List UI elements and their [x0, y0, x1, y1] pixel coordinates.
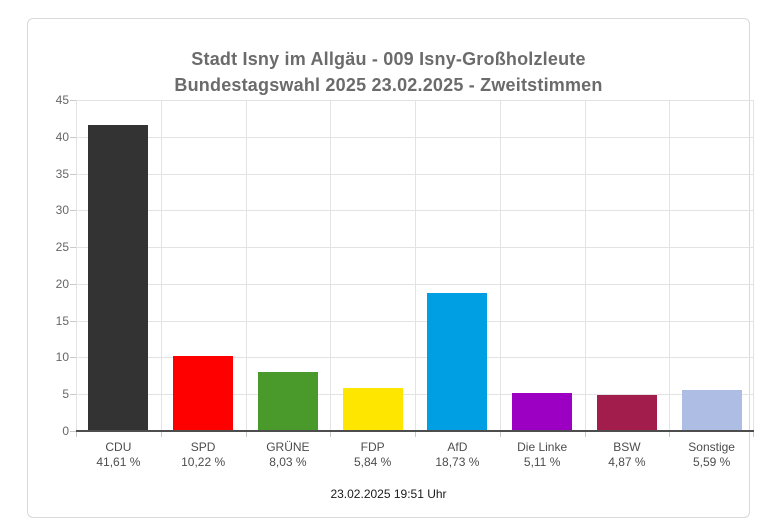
chart-title-line1: Stadt Isny im Allgäu - 009 Isny-Großholz… — [191, 49, 586, 69]
y-axis-tick-label: 25 — [55, 240, 69, 255]
category-name: CDU — [105, 440, 132, 454]
x-tick-mark — [415, 431, 416, 437]
y-axis-tick-label: 40 — [55, 129, 69, 144]
gridline-vertical — [245, 100, 247, 431]
gridline-vertical — [160, 100, 162, 431]
category-value: 5,11 % — [523, 455, 561, 469]
y-tick-mark — [70, 100, 76, 101]
chart-card: Stadt Isny im Allgäu - 009 Isny-Großholz… — [27, 18, 754, 518]
x-tick-mark — [76, 431, 77, 437]
category-label-cdu: CDU 41,61 % — [76, 440, 161, 470]
y-axis-line — [76, 100, 77, 431]
y-axis-tick-label: 30 — [55, 203, 69, 218]
category-value: 4,87 % — [608, 455, 646, 469]
gridline-vertical — [415, 100, 416, 431]
category-name: AfD — [447, 440, 468, 454]
bar-afd — [427, 293, 488, 431]
y-axis-tick-label: 0 — [62, 424, 69, 438]
category-name: Sonstige — [688, 440, 735, 454]
y-tick-mark — [70, 210, 76, 212]
category-name: BSW — [613, 440, 641, 454]
x-tick-mark — [330, 431, 332, 437]
category-value: 18,73 % — [435, 455, 480, 469]
y-axis-tick-label: 20 — [55, 276, 69, 291]
y-tick-mark — [70, 394, 76, 396]
category-name: Die Linke — [517, 440, 568, 454]
y-tick-mark — [70, 431, 76, 432]
y-axis-tick-label: 10 — [55, 350, 69, 365]
chart-title: Stadt Isny im Allgäu - 009 Isny-Großholz… — [28, 46, 749, 98]
y-axis-tick-label: 15 — [55, 313, 69, 328]
y-axis-tick-label: 5 — [62, 387, 69, 402]
bar-grune — [257, 371, 318, 431]
x-tick-mark — [245, 431, 247, 437]
bar-cdu — [88, 124, 149, 431]
category-name: FDP — [360, 440, 385, 454]
x-axis-baseline — [76, 430, 754, 432]
gridline-vertical — [584, 100, 586, 431]
bar-die-linke — [512, 393, 573, 431]
category-value: 10,22 % — [181, 455, 226, 469]
y-tick-mark — [70, 357, 76, 359]
y-tick-mark — [70, 173, 76, 175]
gridline-vertical — [669, 100, 671, 431]
gridline-vertical — [499, 100, 501, 431]
bar-fdp — [342, 388, 403, 431]
x-tick-mark — [584, 431, 586, 437]
category-label-die-linke: Die Linke 5,11 % — [500, 440, 585, 470]
gridline-vertical — [330, 100, 332, 431]
category-value: 5,59 % — [692, 455, 731, 469]
category-name: GRÜNE — [266, 440, 310, 454]
x-tick-mark — [669, 431, 671, 437]
y-tick-mark — [70, 247, 76, 249]
y-tick-mark — [70, 136, 76, 138]
category-value: 5,84 % — [353, 455, 392, 469]
x-tick-mark — [753, 431, 754, 437]
chart-timestamp: 23.02.2025 19:51 Uhr — [330, 487, 447, 501]
category-label-spd: SPD 10,22 % — [161, 440, 246, 470]
gridline-vertical — [753, 100, 754, 431]
bar-bsw — [596, 395, 657, 431]
x-tick-mark — [499, 431, 501, 437]
category-value: 41,61 % — [96, 455, 141, 469]
category-value: 8,03 % — [269, 455, 307, 469]
category-label-sonstige: Sonstige 5,59 % — [669, 440, 754, 470]
y-tick-mark — [70, 283, 76, 285]
y-axis-tick-label: 35 — [55, 166, 69, 181]
y-tick-mark — [70, 320, 76, 322]
category-label-grune: GRÜNE 8,03 % — [246, 440, 331, 470]
category-label-afd: AfD 18,73 % — [415, 440, 500, 470]
category-label-bsw: BSW 4,87 % — [585, 440, 670, 470]
bar-sonstige — [681, 389, 742, 431]
plot-area: 0 5 10 15 20 25 30 35 40 45 CDU 41,61 % SPD 10,22 % GR… — [56, 93, 754, 469]
category-name: SPD — [190, 440, 216, 454]
bar-spd — [173, 355, 234, 431]
y-axis-tick-label: 45 — [55, 93, 69, 107]
x-tick-mark — [160, 431, 162, 437]
chart-title-line2: Bundestagswahl 2025 23.02.2025 - Zweitst… — [174, 75, 603, 95]
category-label-fdp: FDP 5,84 % — [330, 440, 415, 470]
